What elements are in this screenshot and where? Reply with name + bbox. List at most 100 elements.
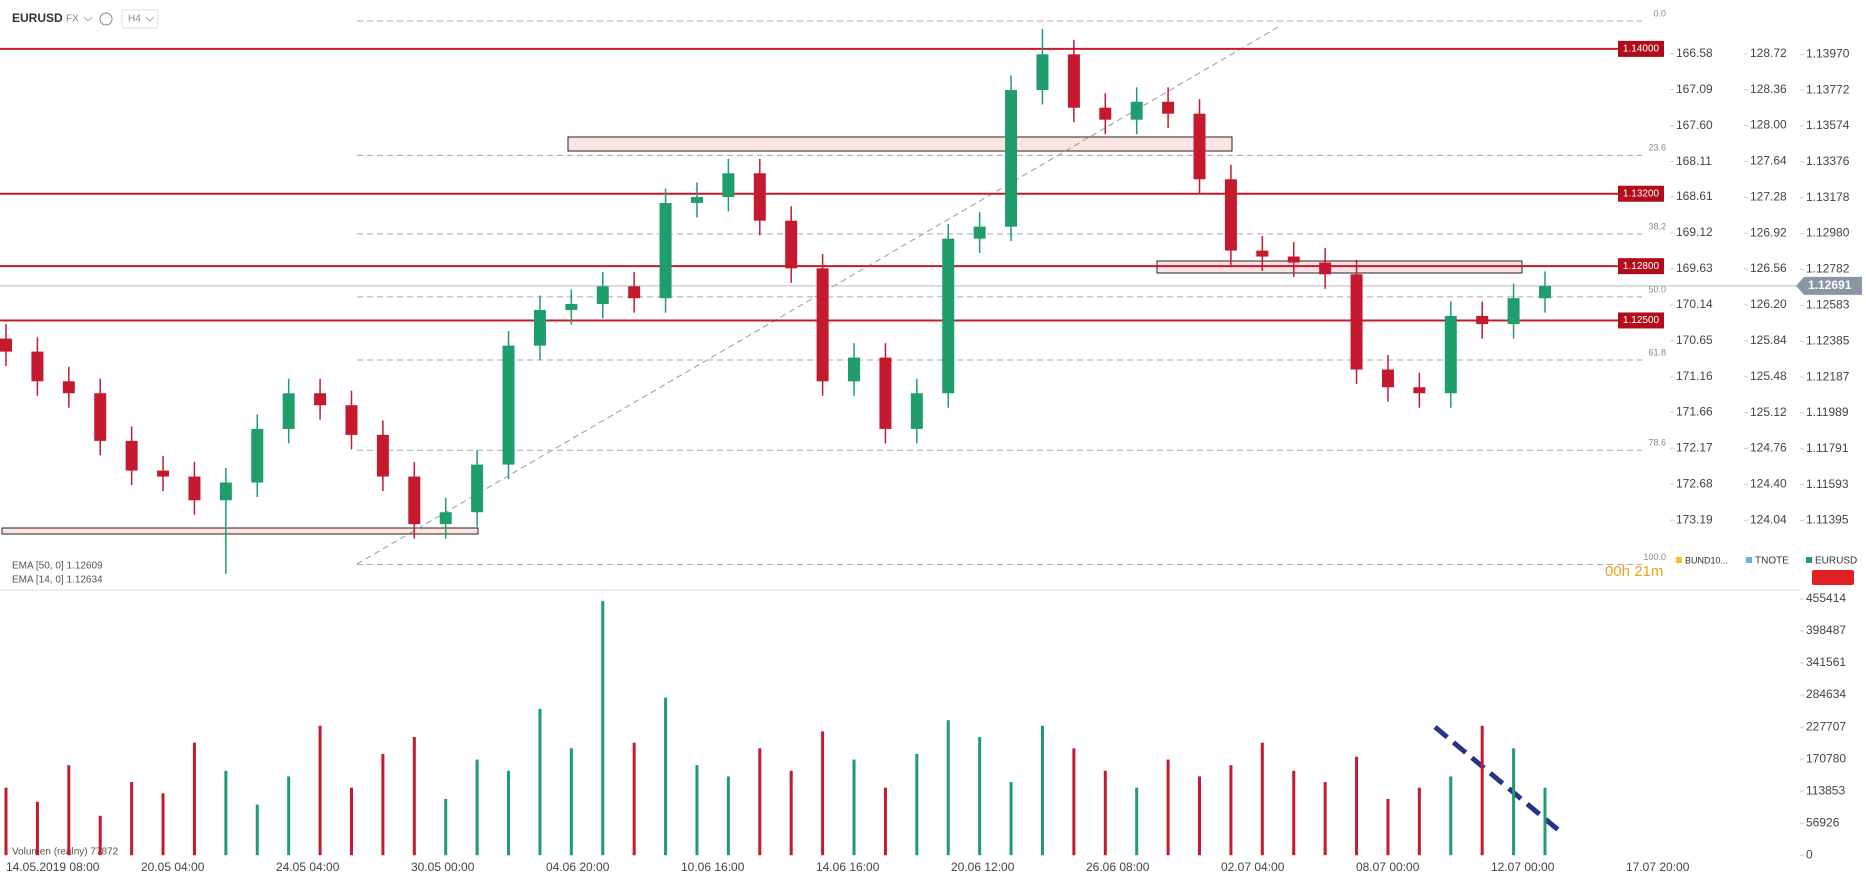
candle-body	[1099, 107, 1112, 120]
volume-bar	[381, 753, 385, 856]
fib-label: 61.8	[1648, 347, 1666, 357]
level-label: 1.12500	[1623, 315, 1660, 326]
y-tick-label: 1.12980	[1806, 226, 1850, 240]
volume-bar	[883, 787, 887, 856]
candle-body	[251, 428, 264, 483]
dropdown-icon	[83, 16, 93, 22]
remove-button[interactable]	[1812, 570, 1854, 585]
candle-body	[376, 434, 389, 477]
candle-body	[1413, 387, 1426, 394]
candle-body	[785, 220, 798, 269]
level-label: 1.12800	[1623, 261, 1660, 272]
volume-bar	[1198, 776, 1202, 856]
volume-bar	[67, 765, 71, 856]
x-tick-label: 20.05 04:00	[141, 860, 205, 874]
volume-bar	[915, 753, 919, 856]
y-tick-label: 1.11989	[1806, 405, 1849, 419]
volume-bar	[632, 742, 636, 856]
volume-bar	[821, 731, 825, 856]
y-tick-label: 1.11791	[1806, 441, 1849, 455]
volume-bar	[1009, 782, 1013, 856]
level-tag	[1618, 258, 1664, 275]
legend-item[interactable]: TNOTE	[1755, 556, 1789, 567]
y-tick-label: 169.12	[1676, 225, 1713, 239]
y-tick-label: 169.63	[1676, 261, 1713, 275]
candle-body	[345, 405, 358, 435]
legend-item[interactable]: BUND10...	[1685, 555, 1728, 565]
candle-body	[628, 286, 641, 299]
y-tick-label: 168.11	[1676, 154, 1712, 168]
x-tick-label: 14.06 16:00	[816, 860, 880, 874]
volume-bar	[4, 787, 8, 856]
candle-body	[1381, 369, 1394, 388]
candle-body	[62, 381, 75, 394]
interval[interactable]: H4	[128, 14, 141, 25]
y-tick-label: 128.00	[1750, 118, 1787, 132]
volume-bar	[789, 770, 793, 856]
volume-bar	[475, 759, 479, 856]
y-tick-label: 170.14	[1676, 297, 1713, 311]
candle-body	[314, 393, 327, 406]
volume-bar	[161, 793, 165, 856]
candle-body	[408, 476, 421, 525]
y-tick-label: 170.65	[1676, 333, 1713, 347]
interval-box[interactable]	[121, 9, 159, 29]
y-tick-label: 1.13178	[1806, 190, 1850, 204]
y-tick-label: 167.09	[1676, 82, 1713, 96]
candle-body	[0, 338, 12, 352]
candle-body	[1507, 298, 1520, 325]
volume-bar	[98, 815, 102, 856]
level-tag	[1618, 185, 1664, 202]
candle-body	[910, 393, 923, 429]
fib-label: 23.6	[1648, 143, 1666, 153]
zone	[1, 527, 479, 535]
y-tick-label: 167.60	[1676, 118, 1713, 132]
candle-body	[1539, 285, 1551, 299]
y-tick-label: 1.13772	[1806, 82, 1850, 96]
volume-bar	[349, 787, 353, 856]
candle-body	[1036, 54, 1049, 90]
y-tick-label: 168.61	[1676, 189, 1713, 203]
candle-body	[1287, 256, 1300, 263]
x-tick-label: 26.06 08:00	[1086, 860, 1150, 874]
legend-swatch	[1746, 557, 1752, 563]
volume-bar	[1480, 725, 1484, 856]
y-tick-label: 172.17	[1676, 440, 1713, 454]
market[interactable]: FX	[66, 14, 79, 25]
x-tick-label: 17.07 20:00	[1626, 860, 1690, 874]
y-tick-label: 128.72	[1750, 46, 1787, 60]
volume-label: Volumen (realny) 77872	[12, 847, 119, 858]
legend-swatch	[1806, 557, 1812, 563]
volume-bar	[412, 737, 416, 856]
volume-bar	[255, 804, 259, 856]
candle-body	[219, 482, 232, 501]
y-tick-label: 170780	[1806, 751, 1846, 765]
volume-bar	[538, 708, 542, 856]
y-tick-label: 1.12187	[1806, 369, 1850, 383]
volume-bar	[192, 742, 196, 856]
candle-body	[1193, 113, 1206, 180]
candle-body	[722, 173, 735, 197]
volume-bar	[1166, 759, 1170, 856]
volume-bar	[1040, 725, 1044, 856]
fib-label: 0.0	[1653, 8, 1666, 18]
legend-item[interactable]: EURUSD	[1815, 556, 1857, 567]
candle-body	[1005, 89, 1018, 227]
y-tick-label: 172.68	[1676, 476, 1713, 490]
x-tick-label: 04.06 20:00	[546, 860, 610, 874]
candle-body	[188, 476, 201, 501]
volume-bar	[852, 759, 856, 856]
y-tick-label: 0	[1806, 847, 1813, 861]
x-tick-label: 12.07 00:00	[1491, 860, 1555, 874]
y-tick-label: 171.66	[1676, 404, 1713, 418]
candle-body	[1067, 54, 1080, 108]
volume-bar	[224, 770, 228, 856]
candle-body	[973, 226, 986, 239]
candle-body	[659, 202, 672, 299]
info-icon[interactable]	[99, 12, 113, 26]
candle-body	[1350, 274, 1363, 370]
y-tick-label: 284634	[1806, 687, 1846, 701]
candle-body	[533, 309, 546, 346]
candle-body	[125, 440, 138, 471]
